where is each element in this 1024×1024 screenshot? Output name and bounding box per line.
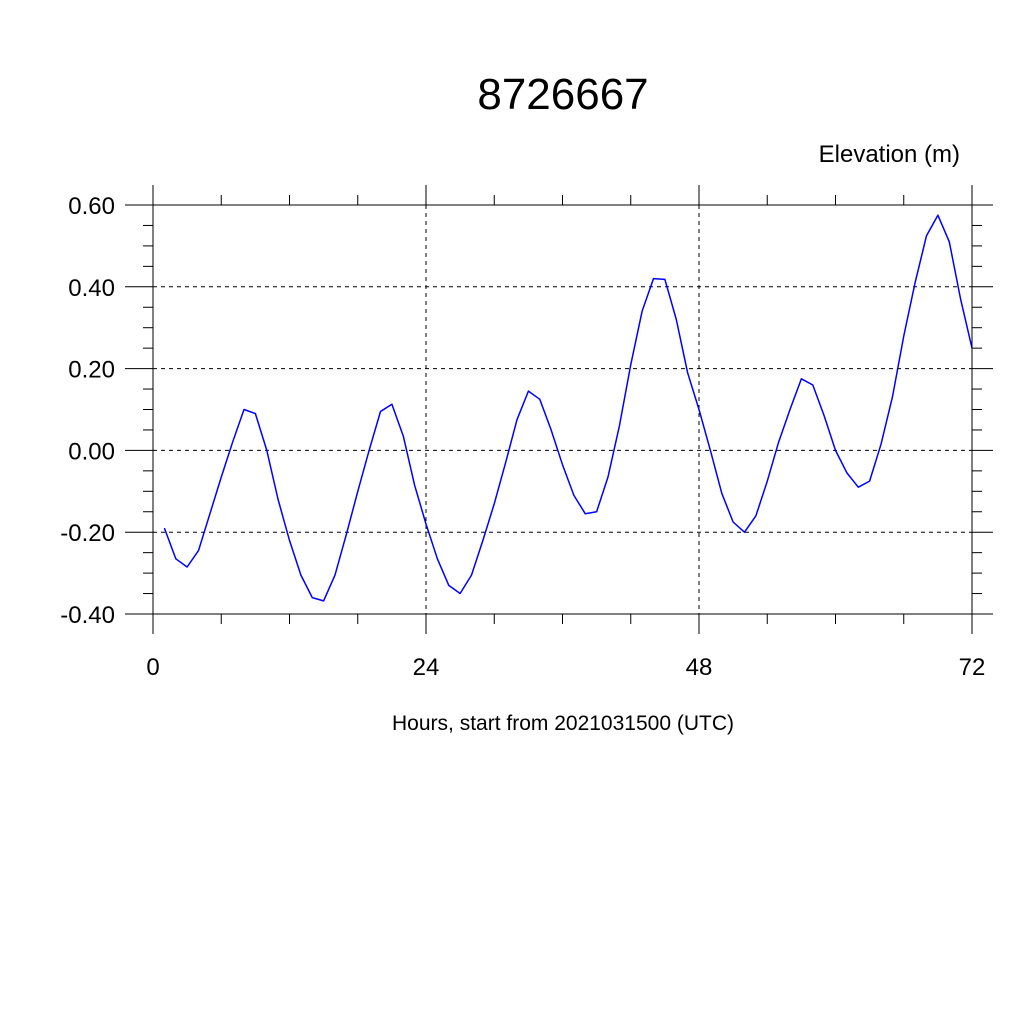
y-tick-label: 0.20 <box>68 357 115 384</box>
x-tick-label: 0 <box>146 654 159 681</box>
axis-ticks <box>125 185 993 634</box>
x-tick-label: 48 <box>686 654 713 681</box>
x-tick-label: 72 <box>959 654 986 681</box>
grid <box>152 204 973 615</box>
tick-labels: -0.40 -0.20 0.00 0.20 0.40 0.60 0 24 48 72 <box>60 193 985 681</box>
y-tick-label: 0.60 <box>68 193 115 220</box>
x-axis-label: Hours, start from 2021031500 (UTC) <box>392 712 734 735</box>
series-group <box>163 214 973 602</box>
x-tick-label: 24 <box>413 654 440 681</box>
y-tick-label: 0.40 <box>68 275 115 302</box>
y-tick-label: -0.20 <box>60 520 115 547</box>
series-line <box>163 214 973 602</box>
plot-frame <box>152 204 973 615</box>
y-axis-label: Elevation (m) <box>819 141 960 168</box>
chart-title: 8726667 <box>477 70 648 119</box>
y-tick-label: -0.40 <box>60 602 115 629</box>
y-tick-label: 0.00 <box>68 438 115 465</box>
